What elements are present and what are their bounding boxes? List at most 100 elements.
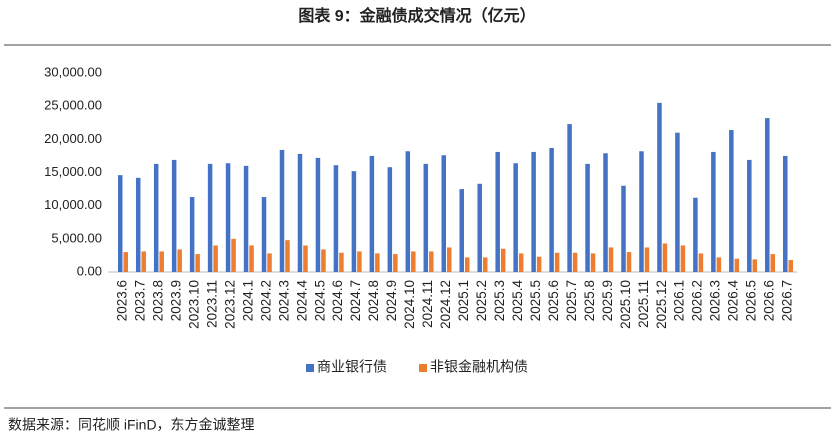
y-tick-label: 15,000.00 xyxy=(44,164,102,179)
bar xyxy=(261,197,267,272)
bar xyxy=(788,260,794,272)
x-tick-label: 2023.8 xyxy=(150,280,165,321)
bar xyxy=(459,189,464,272)
chart-title: 图表 9：金融债成交情况（亿元） xyxy=(298,6,535,25)
x-tick-label: 2024.11 xyxy=(420,280,435,328)
y-tick-label: 5,000.00 xyxy=(51,230,102,245)
bar xyxy=(765,118,770,273)
bar xyxy=(711,151,716,272)
x-tick-label: 2026.2 xyxy=(690,280,705,321)
x-tick-label: 2024.10 xyxy=(402,280,417,329)
bar xyxy=(339,252,344,272)
bar xyxy=(585,163,590,272)
bar xyxy=(249,245,254,272)
x-tick-label: 2025.10 xyxy=(618,280,633,329)
legend-swatch xyxy=(306,364,314,372)
bar xyxy=(716,257,722,272)
bar xyxy=(621,185,626,272)
bar xyxy=(135,177,141,272)
bar xyxy=(429,251,434,272)
x-tick-label: 2023.9 xyxy=(168,280,183,321)
bar xyxy=(531,151,536,272)
bar xyxy=(513,163,518,272)
bar xyxy=(357,251,362,272)
bar xyxy=(369,155,375,272)
bar xyxy=(423,163,429,272)
bar xyxy=(644,247,650,272)
bar xyxy=(590,253,596,272)
bar xyxy=(518,253,524,272)
bar xyxy=(729,130,734,272)
bar xyxy=(303,245,308,272)
x-tick-label: 2024.1 xyxy=(240,280,255,321)
x-tick-label: 2023.7 xyxy=(133,280,148,321)
y-tick-label: 0.00 xyxy=(77,263,102,278)
bar xyxy=(693,197,698,272)
y-tick-label: 30,000.00 xyxy=(44,64,102,79)
bar xyxy=(285,240,290,272)
x-tick-label: 2024.12 xyxy=(438,280,453,329)
bar xyxy=(207,163,213,272)
x-tick-label: 2024.7 xyxy=(348,280,363,321)
bar xyxy=(153,163,159,272)
bar xyxy=(698,253,704,272)
bar xyxy=(405,151,411,272)
bar xyxy=(195,254,200,272)
x-tick-label: 2025.12 xyxy=(654,280,669,329)
x-tick-label: 2026.7 xyxy=(780,280,795,321)
legend-label: 商业银行债 xyxy=(317,359,387,375)
x-tick-label: 2025.9 xyxy=(600,280,615,321)
bar xyxy=(159,251,164,272)
x-tick-label: 2025.1 xyxy=(456,280,471,321)
bar xyxy=(117,175,123,272)
y-tick-label: 20,000.00 xyxy=(44,131,102,146)
x-tick-label: 2024.9 xyxy=(384,280,399,321)
bar xyxy=(639,151,644,272)
x-tick-label: 2023.6 xyxy=(115,280,130,321)
x-tick-label: 2023.10 xyxy=(186,280,201,329)
bar xyxy=(747,159,752,272)
bar xyxy=(783,155,788,272)
bar xyxy=(447,247,452,272)
bar xyxy=(549,147,554,272)
bar xyxy=(567,124,572,273)
x-tick-label: 2025.5 xyxy=(528,280,543,321)
bar xyxy=(189,197,195,272)
x-tick-label: 2025.7 xyxy=(564,280,579,321)
bar xyxy=(680,245,686,272)
bar xyxy=(752,259,758,272)
x-tick-label: 2026.3 xyxy=(708,280,723,321)
x-tick-label: 2026.5 xyxy=(744,280,759,321)
x-tick-label: 2025.8 xyxy=(582,280,597,321)
bar xyxy=(141,251,146,272)
x-tick-label: 2026.6 xyxy=(762,280,777,321)
x-tick-label: 2024.3 xyxy=(276,280,291,321)
bar xyxy=(770,254,776,272)
legend-label: 非银金融机构债 xyxy=(430,359,528,375)
x-tick-label: 2025.2 xyxy=(474,280,489,321)
bar xyxy=(657,102,662,272)
bar xyxy=(123,252,128,272)
bar xyxy=(375,253,380,272)
x-tick-label: 2024.4 xyxy=(294,280,309,322)
bar xyxy=(441,155,447,272)
x-tick-label: 2026.1 xyxy=(672,280,687,321)
y-tick-label: 25,000.00 xyxy=(44,98,102,113)
bar xyxy=(495,151,500,272)
bar xyxy=(500,248,506,272)
x-tick-label: 2025.6 xyxy=(546,280,561,321)
bar xyxy=(297,153,303,272)
bar xyxy=(572,252,578,272)
bar xyxy=(662,243,668,272)
bar xyxy=(536,256,542,272)
bar xyxy=(225,163,231,272)
bar xyxy=(321,249,326,272)
bar xyxy=(482,257,488,272)
x-tick-label: 2024.5 xyxy=(312,280,327,321)
bar xyxy=(387,167,393,272)
x-tick-label: 2025.11 xyxy=(636,280,651,328)
bar xyxy=(213,245,218,272)
bar xyxy=(675,132,680,272)
bar xyxy=(464,257,470,272)
